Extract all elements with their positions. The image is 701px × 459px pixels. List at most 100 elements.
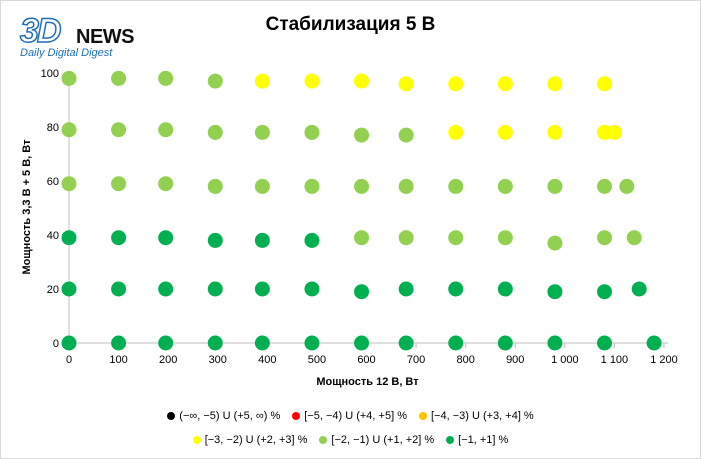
logo-mark: 3D — [19, 12, 62, 50]
legend-item: [−5, −4) U (+4, +5] % — [292, 410, 407, 422]
y-axis-label: Мощность 3,3 В + 5 В, Вт — [21, 139, 33, 275]
data-point — [207, 281, 223, 297]
data-point — [354, 178, 370, 194]
data-point — [111, 122, 127, 138]
data-point — [304, 178, 320, 194]
data-point — [61, 70, 77, 86]
legend-item: [−4, −3) U (+3, +4] % — [418, 410, 534, 422]
data-point — [497, 335, 513, 351]
data-point — [497, 124, 513, 140]
3dnews-logo: 3D NEWS Daily Digital Digest — [14, 12, 144, 60]
legend-marker — [292, 412, 301, 420]
data-point — [597, 76, 612, 92]
x-tick-label: 600 — [357, 354, 375, 366]
data-point — [254, 178, 270, 194]
legend-label: [−2, −1) U (+1, +2] % — [331, 434, 435, 446]
data-point — [448, 335, 464, 351]
x-tick-label: 100 — [109, 354, 127, 366]
data-point — [207, 232, 223, 248]
data-point — [304, 73, 320, 89]
data-point — [398, 335, 414, 351]
data-point — [497, 76, 513, 92]
x-tick-label: 900 — [506, 354, 524, 366]
legend-item: [−3, −2) U (+2, +3] % — [192, 434, 308, 446]
data-point — [158, 335, 174, 351]
data-point — [158, 70, 174, 86]
x-axis-label: Мощность 12 В, Вт — [316, 376, 419, 388]
data-point — [354, 73, 370, 89]
data-point — [497, 178, 513, 194]
data-point — [207, 73, 223, 89]
data-point — [547, 335, 563, 351]
legend-marker — [192, 436, 201, 444]
data-point — [304, 335, 320, 351]
y-tick-label: 40 — [47, 230, 59, 242]
data-point — [111, 176, 127, 192]
data-point — [158, 122, 174, 138]
data-point — [398, 178, 414, 194]
y-tick-label: 60 — [47, 176, 59, 188]
data-point — [448, 281, 464, 297]
data-point — [448, 124, 464, 140]
x-tick-label: 1 000 — [551, 354, 579, 366]
x-tick-label: 300 — [209, 354, 227, 366]
data-point — [547, 284, 563, 300]
y-tick-label: 80 — [47, 122, 59, 134]
x-tick-label: 500 — [308, 354, 326, 366]
data-point — [111, 281, 127, 297]
data-point — [207, 178, 223, 194]
data-point — [597, 335, 612, 351]
data-point — [497, 281, 513, 297]
data-point — [254, 124, 270, 140]
data-point — [619, 178, 635, 194]
x-tick-label: 1 100 — [601, 354, 629, 366]
legend-row-2: [−3, −2) U (+2, +3] % [−2, −1) U (+1, +2… — [0, 434, 701, 446]
data-point — [61, 122, 77, 138]
data-point — [61, 230, 77, 246]
logo-tagline: Daily Digital Digest — [20, 47, 113, 59]
legend-label: [−5, −4) U (+4, +5] % — [304, 410, 407, 422]
data-point — [354, 127, 370, 143]
legend-item: [−1, +1] % — [446, 434, 508, 446]
legend-item: (−∞, −5) U (+5, ∞) % — [167, 410, 280, 422]
data-point — [448, 178, 464, 194]
data-point — [158, 176, 174, 192]
data-point — [398, 127, 414, 143]
legend-label: (−∞, −5) U (+5, ∞) % — [179, 410, 281, 422]
data-point — [597, 178, 612, 194]
legend-marker — [319, 436, 328, 444]
legend-item: [−2, −1) U (+1, +2] % — [319, 434, 434, 446]
data-point — [304, 232, 320, 248]
y-tick-label: 20 — [47, 284, 59, 296]
legend-marker — [167, 412, 176, 420]
data-point — [597, 230, 612, 246]
legend-label: [−1, +1] % — [458, 434, 509, 446]
x-tick-label: 200 — [159, 354, 177, 366]
data-point — [207, 335, 223, 351]
x-tick-label: 700 — [407, 354, 425, 366]
data-point — [61, 335, 77, 351]
data-point — [606, 124, 622, 140]
legend-label: [−4, −3) U (+3, +4] % — [430, 410, 534, 422]
legend-label: [−3, −2) U (+2, +3] % — [204, 434, 308, 446]
data-point — [254, 73, 270, 89]
y-tick-label: 100 — [41, 68, 59, 80]
data-point — [354, 230, 370, 246]
data-point — [398, 230, 414, 246]
legend-marker — [418, 412, 427, 420]
data-point — [354, 335, 370, 351]
data-point — [626, 230, 642, 246]
data-point — [398, 76, 414, 92]
x-tick-label: 800 — [456, 354, 474, 366]
data-point — [631, 281, 647, 297]
data-point — [254, 335, 270, 351]
data-point — [547, 235, 563, 251]
data-point — [158, 281, 174, 297]
y-tick-label: 0 — [53, 338, 59, 350]
data-point — [448, 76, 464, 92]
x-tick-label: 1 200 — [650, 354, 678, 366]
data-point — [111, 335, 127, 351]
data-point — [354, 284, 370, 300]
data-point — [547, 124, 563, 140]
data-point — [61, 281, 77, 297]
